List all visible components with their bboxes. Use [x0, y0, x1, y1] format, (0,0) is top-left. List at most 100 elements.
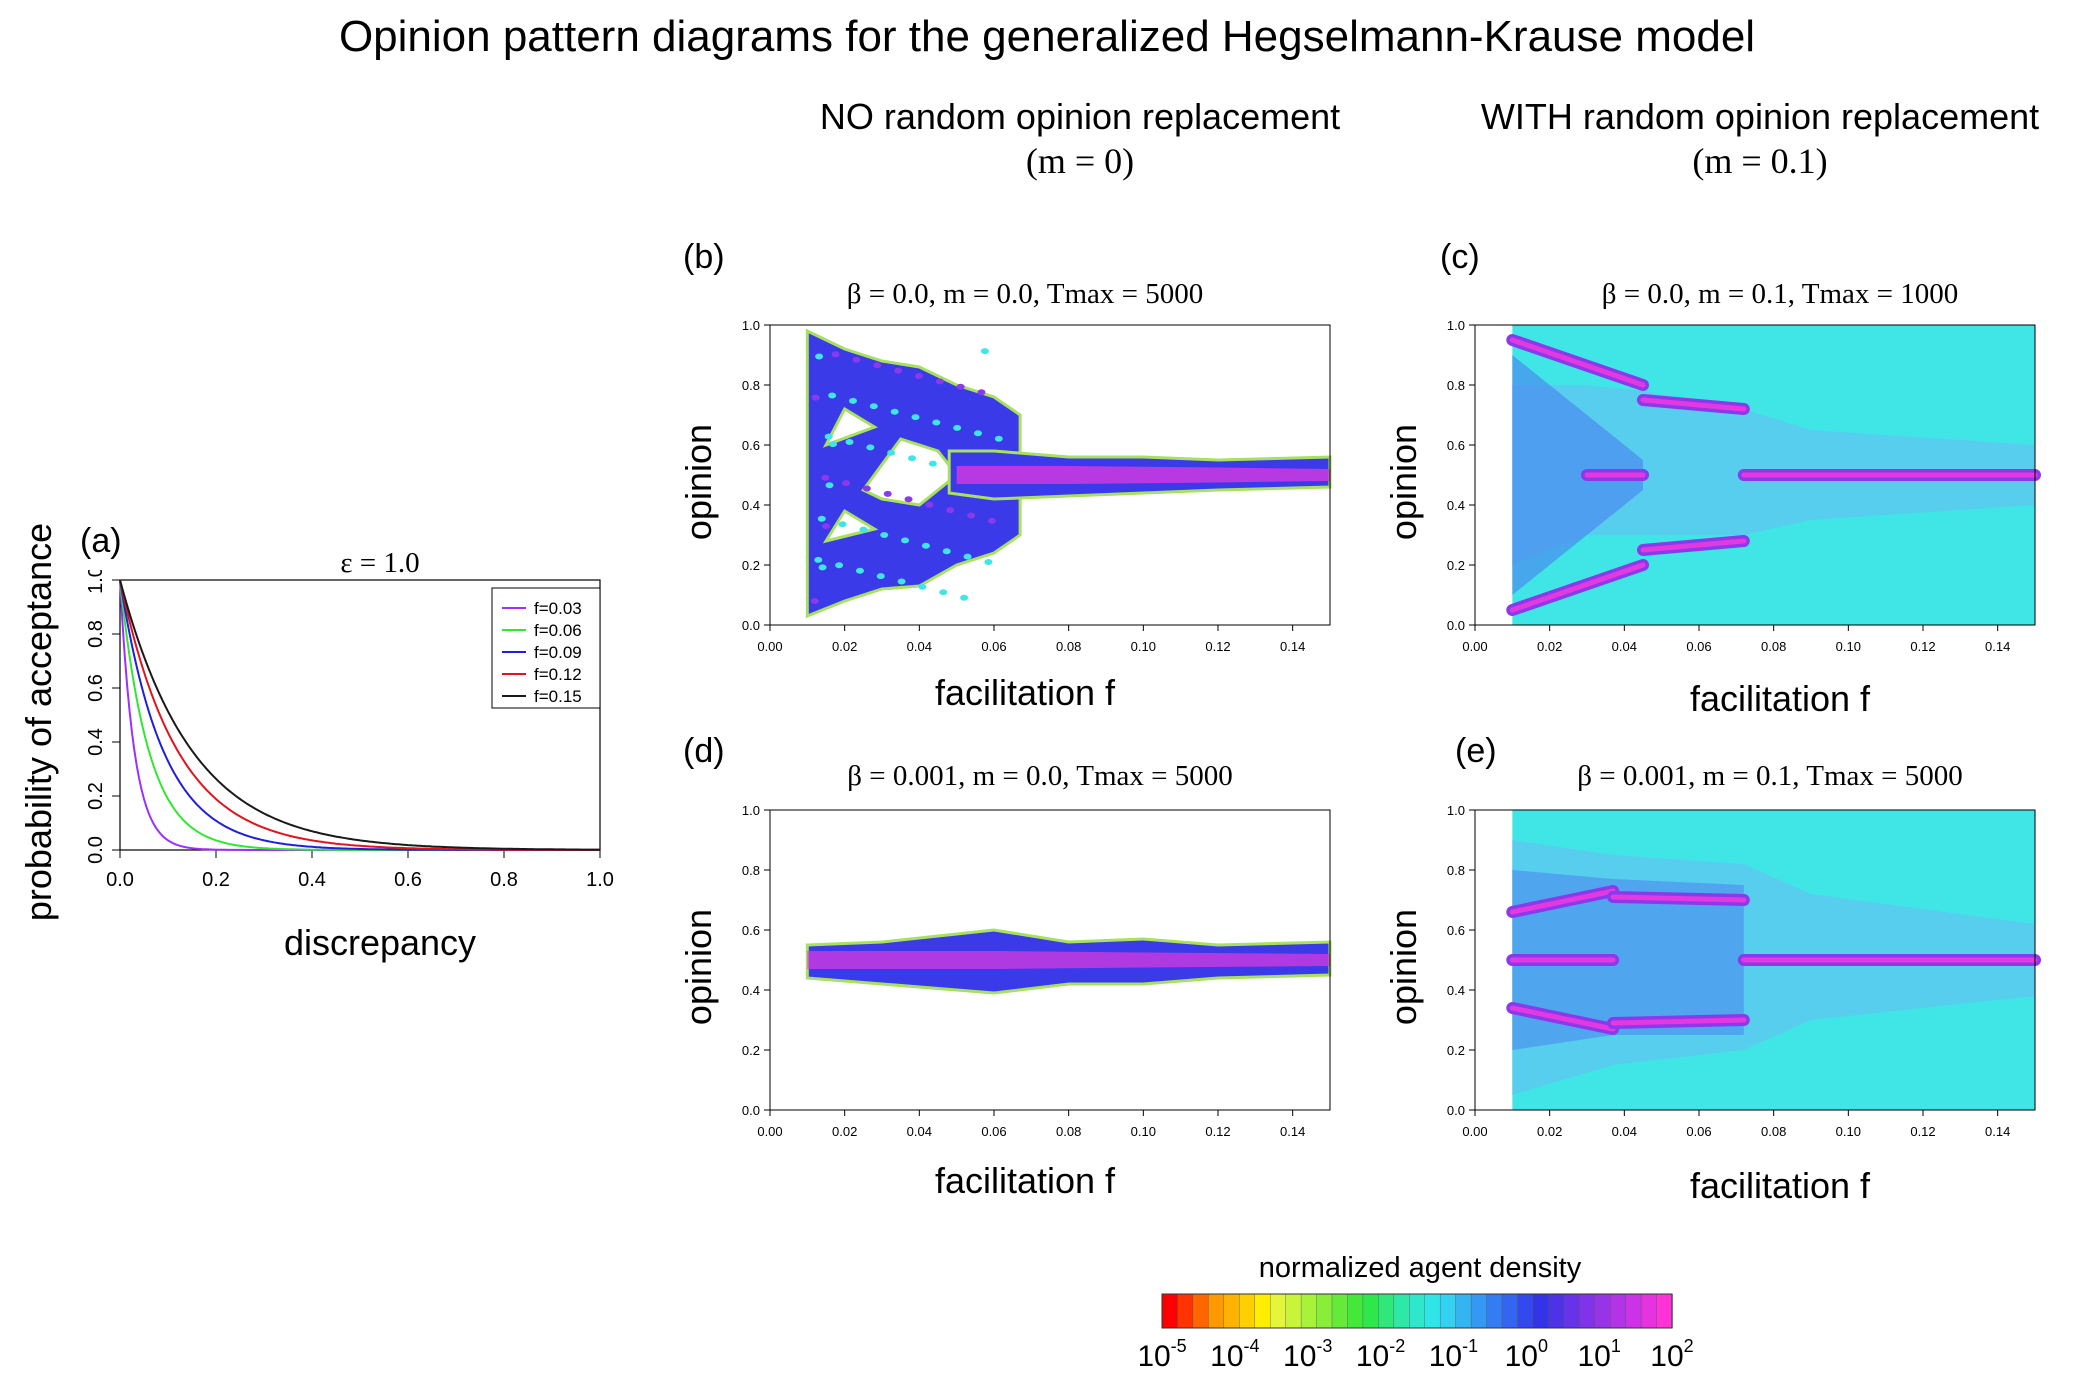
panel-b-cluster [862, 485, 871, 492]
panel-b-cluster [987, 517, 996, 524]
panel-b-ytick-label: 0.6 [742, 438, 760, 453]
panel-c-xtick-label: 0.14 [1985, 639, 2010, 654]
panel-d-xtick-label: 0.04 [907, 1124, 932, 1139]
panel-c-xtick-label: 0.00 [1462, 639, 1487, 654]
colorbar-swatch [1239, 1293, 1256, 1329]
panel-e-xtick-label: 0.06 [1686, 1124, 1711, 1139]
panel-a-legend-label: f=0.15 [534, 687, 582, 706]
panel-b-cluster [921, 542, 930, 549]
panel-b-cluster [828, 441, 837, 448]
panel-b-cluster [828, 392, 837, 399]
panel-b-cluster [866, 444, 875, 451]
panel-b-cluster [897, 578, 906, 585]
panel-b-cluster [887, 449, 896, 456]
colorbar-swatch [1548, 1293, 1565, 1329]
panel-d-ytick-label: 0.8 [742, 863, 760, 878]
panel-b-ytick-label: 0.2 [742, 558, 760, 573]
panel-c-cluster-core [1640, 538, 1747, 553]
panel-e-inner-region [1512, 870, 1744, 1050]
panel-c-cluster-core [1640, 397, 1747, 412]
panel-e-ytick-label: 0.0 [1447, 1103, 1465, 1118]
panel-b-cluster [825, 482, 834, 489]
panel-c-ytick-label: 0.8 [1447, 378, 1465, 393]
colorbar-swatch [1501, 1293, 1519, 1329]
panel-d-xtick-label: 0.00 [757, 1124, 782, 1139]
right-column-header-line1: WITH random opinion replacement [1480, 96, 2040, 137]
colorbar-swatch [1285, 1293, 1302, 1329]
panel-b-cluster [822, 523, 831, 530]
colorbar-tick-label: 10-4 [1210, 1336, 1259, 1373]
panel-e-heatmap: 0.00 0.02 0.04 0.06 0.08 0.10 0.12 0.14 0.0 0.2 0.… [1447, 803, 2041, 1139]
panel-b-gap [822, 406, 878, 448]
panel-a-ytick-label: 1.0 [85, 570, 107, 594]
panel-b-xtick-label: 0.04 [907, 639, 932, 654]
panel-b-ytick-label: 1.0 [742, 318, 760, 333]
panel-c-xtick-label: 0.08 [1761, 639, 1786, 654]
panel-c-xtick-label: 0.04 [1612, 639, 1637, 654]
right-column-header: WITH random opinion replacement (m = 0.1… [1400, 95, 2094, 183]
panel-e-cluster-core [1610, 894, 1747, 903]
panel-d-ytick-label: 0.6 [742, 923, 760, 938]
colorbar-swatch [1609, 1293, 1627, 1329]
panel-d-xtick-label: 0.10 [1131, 1124, 1156, 1139]
colorbar-swatch [1594, 1293, 1611, 1329]
panel-b-xtick-label: 0.08 [1056, 639, 1081, 654]
panel-b-xlabel: facilitation f [760, 672, 1290, 714]
panel-e-xlabel: facilitation f [1500, 1165, 2060, 1207]
panel-d-xtick-label: 0.12 [1205, 1124, 1230, 1139]
panel-c-cluster-core [1509, 562, 1646, 613]
panel-b-ytick-label: 0.0 [742, 618, 760, 633]
panel-b-cluster [814, 556, 823, 563]
panel-b-cluster [842, 480, 851, 487]
panel-e-label: (e) [1455, 732, 1497, 770]
panel-e-cluster-core [1509, 1005, 1616, 1032]
panel-b-cluster [935, 378, 944, 385]
panel-b-cluster [821, 474, 830, 481]
panel-a-legend-label: f=0.12 [534, 665, 582, 684]
panel-b-cluster [908, 455, 917, 462]
panel-b-xtick-label: 0.12 [1205, 639, 1230, 654]
colorbar-frame [1161, 1293, 1673, 1329]
panel-e-ytick-label: 0.2 [1447, 1043, 1465, 1058]
panel-a-ytick-label: 0.0 [85, 836, 107, 864]
colorbar-swatch [1486, 1293, 1503, 1329]
panel-d-label: (d) [683, 732, 725, 770]
panel-b-ytick-label: 0.8 [742, 378, 760, 393]
colorbar-swatch [1579, 1293, 1596, 1329]
colorbar-swatch [1470, 1293, 1488, 1329]
panel-a-ytick-label: 0.2 [85, 782, 107, 810]
colorbar-tick-label: 101 [1577, 1336, 1620, 1373]
panel-b-title: β = 0.0, m = 0.0, Tmax = 5000 [846, 278, 1204, 310]
left-column-header-line2: (m = 0) [1025, 141, 1135, 181]
panel-c-xlabel-text: facilitation f [1689, 678, 1871, 719]
panel-e-ytick-label: 0.4 [1447, 983, 1465, 998]
panel-b-gap [822, 508, 879, 544]
panel-b-cluster [901, 537, 910, 544]
panel-b-cluster [980, 348, 989, 355]
panel-b-cluster [925, 501, 934, 508]
panel-b-cluster [963, 553, 972, 560]
panel-b-cluster [859, 526, 868, 533]
panel-b-xtick-label: 0.00 [757, 639, 782, 654]
panel-d-core [807, 951, 1330, 969]
panel-b-cluster [880, 532, 889, 538]
panel-c-xlabel: facilitation f [1500, 678, 2060, 720]
panel-c-ytick-label: 0.0 [1447, 618, 1465, 633]
colorbar-swatch [1254, 1293, 1271, 1329]
panel-e-ytick-label: 1.0 [1447, 803, 1465, 818]
panel-a-xtick-label: 0.2 [202, 869, 230, 891]
panel-b-cluster [977, 389, 986, 396]
panel-b-cluster [960, 594, 969, 601]
panel-b-cluster [845, 439, 854, 445]
colorbar: 10-5 10-4 10-3 10-2 10-1 100 101 102 [1140, 1293, 1694, 1373]
panel-d-xlabel: facilitation f [760, 1160, 1290, 1202]
panel-a-title: ε = 1.0 [340, 547, 420, 579]
panel-e-frame [1474, 809, 2036, 1111]
colorbar-swatch [1269, 1293, 1287, 1329]
panel-d-heatmap: 0.00 0.02 0.04 0.06 0.08 0.10 0.12 0.14 0.0 0.2 0.… [742, 803, 1332, 1139]
panel-c-fan [1512, 355, 1643, 595]
panel-a-ytick-label: 0.4 [85, 728, 107, 756]
panel-a-ytick-label: 0.8 [85, 620, 107, 648]
panel-b-cluster [984, 559, 993, 565]
panel-b-label: (b) [683, 238, 725, 276]
